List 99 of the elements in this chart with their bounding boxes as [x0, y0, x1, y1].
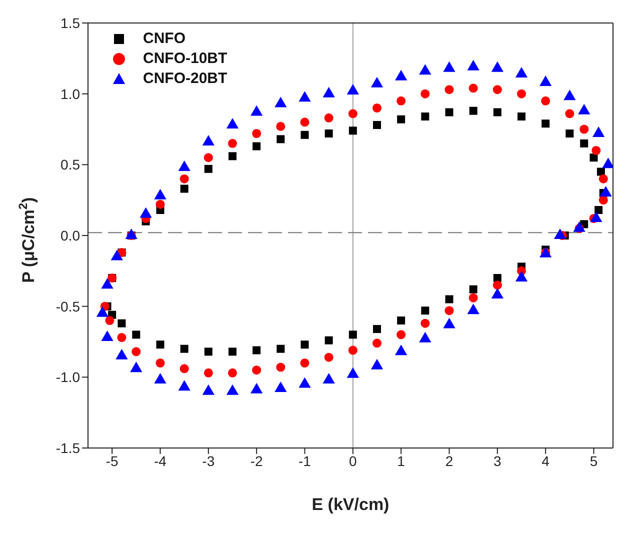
x-tick-label: -4	[154, 452, 167, 469]
point	[348, 330, 357, 339]
point	[397, 316, 406, 324]
point	[372, 338, 382, 348]
point	[493, 108, 502, 116]
point	[492, 280, 502, 290]
point	[372, 103, 382, 113]
point	[468, 84, 478, 93]
point	[300, 340, 309, 349]
point	[421, 306, 430, 315]
point	[420, 89, 430, 98]
point	[252, 128, 262, 138]
point	[132, 347, 141, 356]
point	[517, 112, 526, 120]
point	[324, 352, 334, 362]
point	[542, 120, 550, 128]
legend-label: CNFO	[143, 30, 186, 47]
point	[598, 196, 608, 205]
point	[276, 362, 286, 372]
point	[598, 174, 608, 184]
point	[444, 306, 454, 316]
x-tick-label: -5	[106, 452, 119, 469]
point	[228, 348, 236, 356]
point	[324, 336, 333, 344]
x-tick-label: 1	[397, 452, 406, 469]
y-tick-label: 1.0	[60, 86, 80, 102]
x-tick-label: -3	[202, 452, 215, 469]
point	[180, 364, 189, 374]
point	[492, 85, 502, 94]
point	[228, 368, 238, 378]
point	[228, 138, 238, 148]
point	[180, 184, 188, 193]
point	[468, 293, 478, 302]
point	[469, 106, 478, 115]
point	[348, 126, 357, 135]
point	[204, 164, 212, 173]
x-tick-label: 0	[349, 452, 358, 469]
point	[324, 130, 333, 138]
point	[252, 366, 262, 375]
x-tick-label: 2	[445, 452, 454, 469]
y-tick-label: -0.5	[56, 298, 80, 314]
point	[132, 330, 140, 339]
point	[565, 109, 574, 118]
point	[516, 89, 526, 98]
point	[204, 368, 213, 378]
y-tick-label: 0.5	[60, 156, 80, 173]
legend-label: CNFO-20BT	[143, 70, 228, 87]
point	[105, 316, 114, 326]
point	[204, 348, 212, 356]
point	[590, 154, 598, 162]
point	[420, 318, 430, 328]
point	[300, 130, 309, 139]
point	[541, 96, 550, 106]
point	[372, 121, 381, 129]
x-tick-label: -2	[250, 452, 264, 469]
y-tick-label: 0.0	[60, 227, 80, 244]
y-tick-label: 1.5	[60, 14, 80, 31]
point	[276, 344, 285, 353]
point	[348, 346, 358, 355]
point	[445, 295, 454, 304]
point	[300, 118, 310, 127]
point	[156, 340, 164, 349]
point	[117, 332, 126, 342]
point	[300, 358, 310, 368]
point	[324, 113, 334, 122]
point	[421, 112, 430, 120]
point	[276, 122, 286, 131]
x-tick-label: -1	[298, 452, 312, 469]
point	[445, 108, 454, 116]
point	[180, 344, 188, 353]
point	[444, 85, 454, 94]
point	[348, 109, 358, 118]
point	[566, 130, 574, 138]
y-tick-label: -1.0	[56, 369, 80, 386]
x-axis-title: E (kV/cm)	[312, 495, 390, 514]
x-tick-label: 4	[542, 452, 550, 469]
point	[156, 200, 165, 209]
point	[252, 346, 261, 354]
x-tick-label: 3	[494, 452, 502, 469]
point	[592, 146, 601, 156]
point	[493, 274, 502, 282]
point	[252, 142, 261, 150]
point	[469, 285, 478, 294]
x-tick-label: 5	[590, 452, 598, 469]
point	[580, 139, 588, 148]
point	[397, 115, 406, 124]
point	[396, 330, 406, 340]
point	[594, 206, 603, 214]
point	[156, 358, 165, 368]
point	[276, 135, 285, 144]
legend-label: CNFO-10BT	[143, 50, 228, 67]
point	[204, 153, 213, 162]
point	[180, 174, 189, 184]
point	[118, 319, 126, 328]
point	[580, 124, 589, 134]
point	[396, 96, 406, 106]
point	[372, 325, 381, 333]
point	[228, 152, 236, 160]
y-tick-label: -1.5	[56, 440, 80, 456]
